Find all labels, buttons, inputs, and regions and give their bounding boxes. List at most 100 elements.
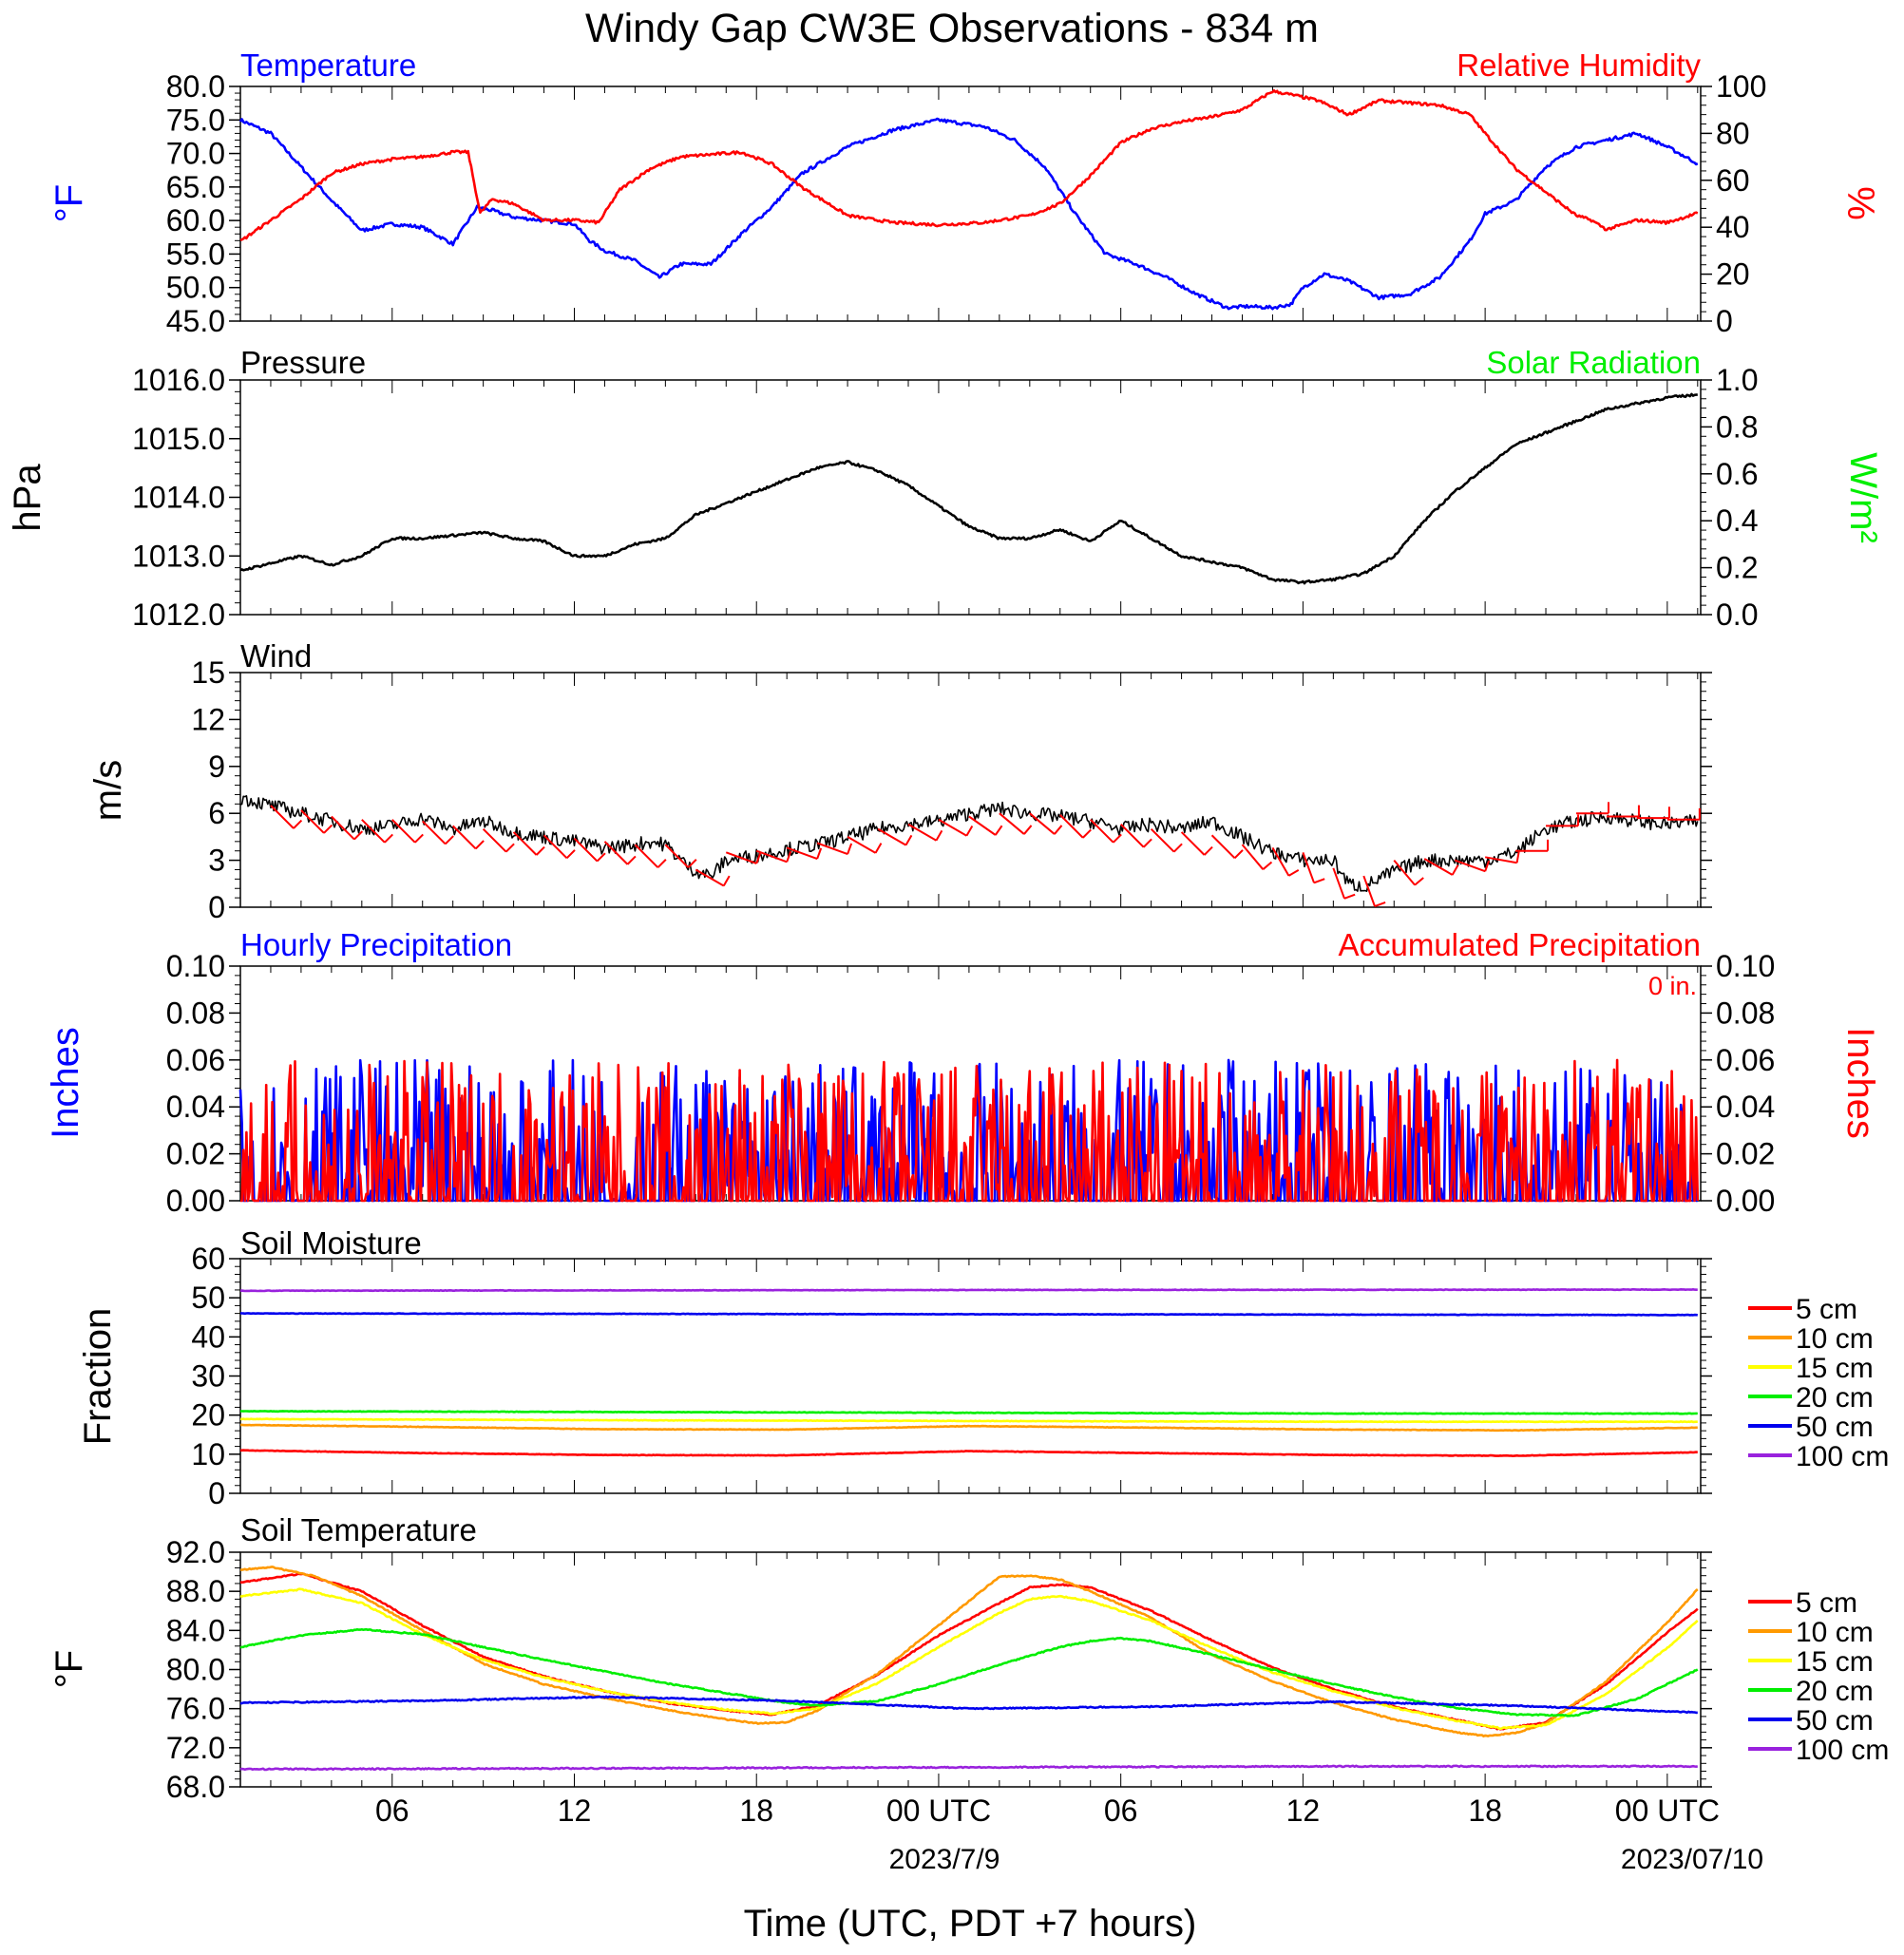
y-tick-label: 50: [191, 1281, 225, 1315]
y-axis-label-right: Inches: [1839, 1027, 1881, 1139]
legend-label: 50 cm: [1796, 1412, 1874, 1443]
wind-barb-staff: [816, 842, 848, 856]
y-tick-label: 0: [208, 1476, 225, 1510]
wind-barb-flag: [1233, 849, 1244, 860]
y-tick-label-right: 0.6: [1716, 457, 1758, 491]
series-line-20-cm: [239, 1627, 1699, 1718]
series-layer: [238, 89, 1699, 311]
x-tick-label: 12: [558, 1794, 592, 1828]
y-tick-label: 0.04: [166, 1090, 225, 1124]
y-tick-label: 0.00: [166, 1184, 225, 1218]
y-tick-label: 68.0: [166, 1770, 225, 1804]
wind-barb-staff: [451, 825, 477, 850]
y-ticks-left: 1016.0 1015.0 1014.0 1013.0 1012.0: [132, 363, 240, 632]
wind-barb-staff: [1241, 844, 1265, 870]
series-line-15-cm: [239, 1417, 1698, 1424]
panel-title-left: Pressure: [240, 345, 366, 380]
plot-frame: [239, 1551, 1702, 1788]
wind-barb-flag: [1484, 860, 1491, 872]
y-tick-label: 0: [208, 890, 225, 924]
legend-label: 20 cm: [1796, 1676, 1874, 1707]
wind-barb-staff: [1059, 814, 1084, 839]
y-tick-label-right: 20: [1716, 257, 1750, 292]
wind-barb-flag: [1172, 843, 1183, 853]
y-tick-label-right: 0.0: [1716, 598, 1758, 632]
y-tick-label-right: 60: [1716, 163, 1750, 198]
plot-frame: [239, 672, 1702, 908]
y-ticks-right: 100 80 60 40 20 0: [1701, 69, 1766, 338]
y-tick-label: 80.0: [166, 1653, 225, 1687]
panel-precipitation: Hourly Precipitation Accumulated Precipi…: [45, 927, 1881, 1218]
y-tick-label: 92.0: [166, 1535, 225, 1569]
x-tick-labels: 06 12 18 00 UTC 06 12 18 00 UTC: [375, 1794, 1720, 1828]
panel-title-right: Relative Humidity: [1457, 47, 1701, 83]
wind-barb-staff: [755, 849, 788, 864]
legend-label: 15 cm: [1796, 1353, 1874, 1384]
wind-barb-flag: [565, 849, 576, 860]
wind-barb-staff: [361, 819, 386, 844]
x-tick-label: 12: [1286, 1794, 1321, 1828]
wind-barb-staff: [603, 841, 629, 865]
series-line-10-cm: [239, 1423, 1698, 1433]
panel-title-left: Soil Moisture: [240, 1225, 422, 1261]
y-tick-label: 1016.0: [132, 363, 225, 397]
series-layer: [238, 1058, 1700, 1203]
y-tick-label: 55.0: [166, 237, 225, 271]
wind-barb-staff: [512, 831, 538, 856]
series-line-50-cm: [239, 1312, 1698, 1317]
y-tick-label-right: 0.04: [1716, 1090, 1775, 1124]
x-axis-label: Time (UTC, PDT +7 hours): [744, 1903, 1197, 1945]
y-axis-label-left: hPa: [7, 464, 48, 532]
wind-barb-flag: [1515, 851, 1520, 864]
y-axis-label-left: °F: [48, 1650, 90, 1688]
wind-barb-flag: [755, 852, 762, 864]
series-line-wind-speed: [239, 795, 1699, 892]
y-ticks-left: 92.0 88.0 84.0 80.0 76.0 72.0 68.0: [166, 1535, 1712, 1804]
wind-barb-flag: [384, 833, 393, 844]
y-tick-label: 60: [191, 1242, 225, 1276]
y-tick-label: 76.0: [166, 1692, 225, 1726]
legend-label: 15 cm: [1796, 1646, 1874, 1678]
series-line-5-cm: [239, 1449, 1698, 1457]
panel-soil-moisture: Soil Moisture Fraction 60 50 40 30 20 10 0 5 c…: [77, 1225, 1889, 1510]
x-ticks: [239, 380, 1699, 615]
wind-barb-flag: [475, 840, 485, 850]
x-tick-label: 18: [739, 1794, 773, 1828]
y-tick-label-right: 0.4: [1716, 503, 1758, 538]
y-tick-label: 1014.0: [132, 481, 225, 515]
wind-barb-staff: [1332, 867, 1345, 900]
series-line-accumulated-precipitation: [240, 1058, 1700, 1203]
y-tick-label: 20: [191, 1398, 225, 1433]
x-ticks: [239, 1259, 1699, 1493]
wind-barb-staff: [573, 837, 599, 863]
wind-barb-flag: [965, 825, 974, 837]
wind-barb-flag: [1374, 902, 1386, 907]
legend-label: 5 cm: [1796, 1587, 1857, 1619]
y-ticks-left: 60 50 40 30 20 10 0: [191, 1242, 1712, 1510]
y-tick-label: 84.0: [166, 1613, 225, 1647]
y-tick-label: 1013.0: [132, 539, 225, 573]
y-axis-label-left: Fraction: [77, 1308, 119, 1446]
y-tick-label-right: 80: [1716, 116, 1750, 150]
wind-barb-staff: [422, 820, 447, 845]
wind-barb-staff: [1423, 858, 1454, 876]
wind-barb-staff: [695, 868, 725, 887]
y-tick-label: 0.06: [166, 1043, 225, 1077]
series-line-100-cm: [239, 1764, 1699, 1772]
wind-barb-flag: [445, 835, 454, 845]
wind-barb-staff: [847, 836, 877, 854]
panel-title-left: Wind: [240, 638, 312, 674]
wind-barb-staff: [1150, 827, 1175, 853]
wind-barb-flag: [293, 819, 303, 829]
wind-barb-staff: [999, 812, 1025, 835]
wind-barb-staff: [1271, 846, 1290, 877]
series-line-relative-humidity: [239, 89, 1699, 242]
series-layer: [239, 795, 1701, 907]
x-ticks: [239, 1552, 1699, 1787]
wind-barb-flag: [1113, 833, 1122, 844]
legend-label: 10 cm: [1796, 1617, 1874, 1648]
y-tick-label-right: 0: [1716, 304, 1733, 338]
wind-barb-flag: [1023, 825, 1033, 835]
